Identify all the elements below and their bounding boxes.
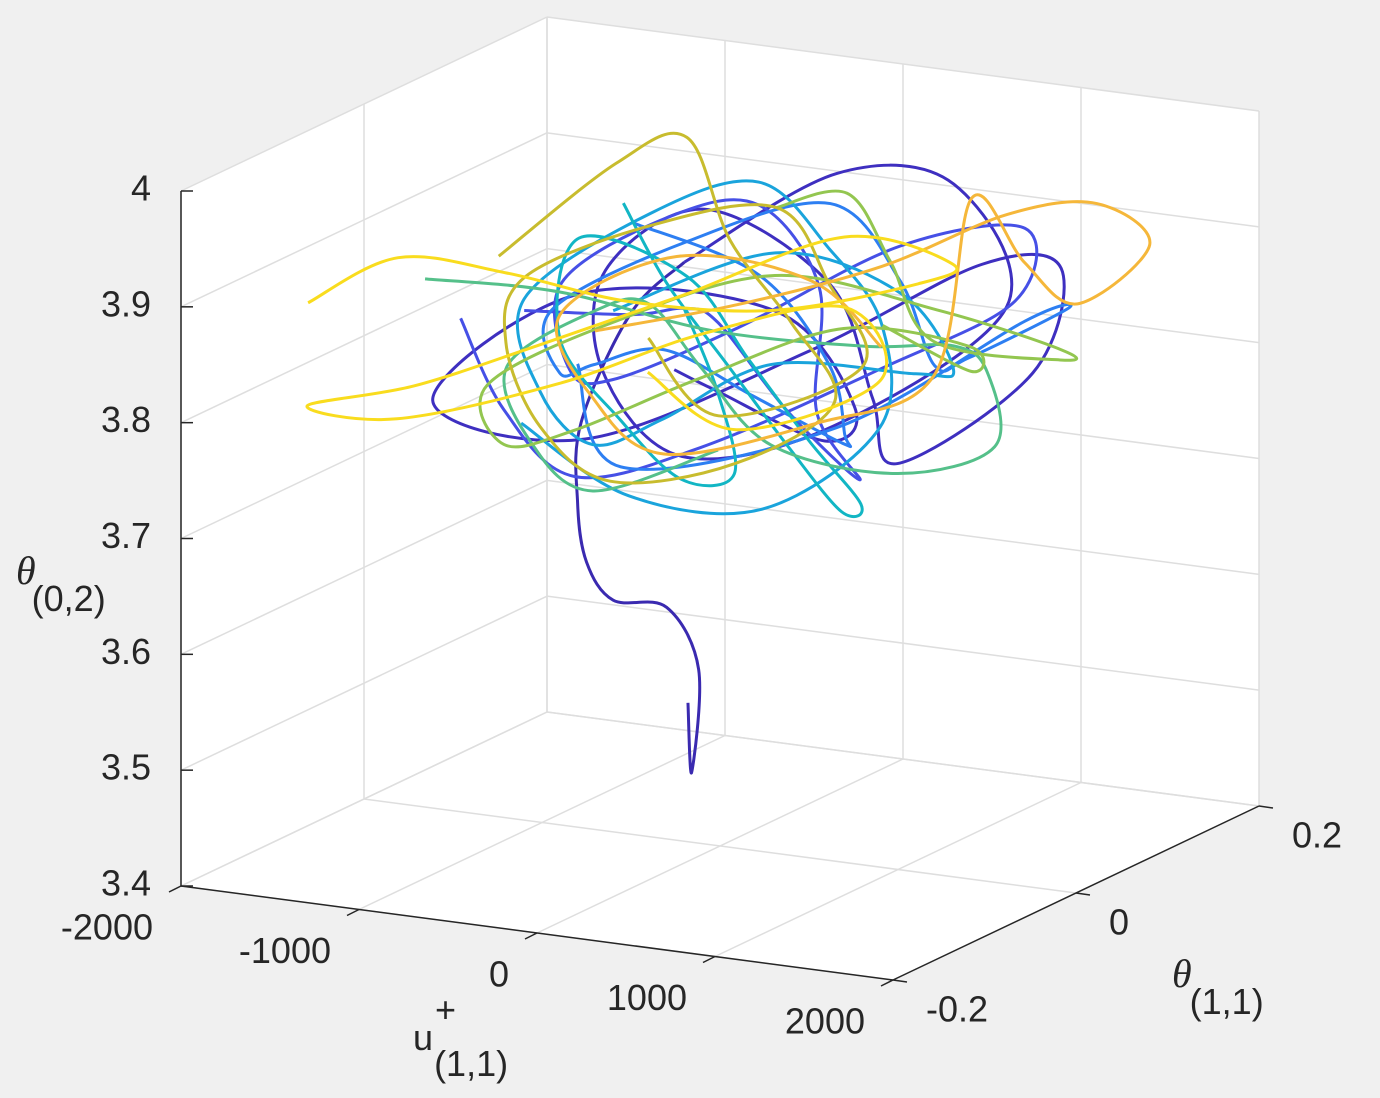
x-label-subscript: (1,1): [434, 1043, 508, 1084]
z-tick-label: 3.8: [101, 399, 151, 440]
trajectory: [541, 201, 1073, 471]
trajectories: [305, 131, 1152, 775]
z-axis-label: θ (0,2): [16, 548, 106, 618]
z-label-text: θ: [16, 548, 36, 593]
y-tick-label: 0: [1109, 902, 1129, 943]
z-tick-label: 3.6: [101, 631, 151, 672]
z-tick-label: 4: [131, 168, 151, 209]
y-tick-label: -0.2: [926, 989, 988, 1030]
axes-background: [181, 17, 1259, 980]
z-tick-label: 3.9: [101, 283, 151, 324]
y-tick: [1075, 892, 1091, 896]
z-tick-label: 3.4: [101, 863, 151, 904]
y-tick: [892, 979, 908, 983]
trajectory: [555, 202, 864, 519]
x-tick: [168, 885, 182, 893]
trajectory: [305, 234, 959, 432]
grid-line: [180, 132, 548, 308]
grid-line: [180, 479, 548, 656]
grid-line: [180, 16, 548, 192]
y-tick-label: 0.2: [1292, 815, 1342, 856]
x-tick: [524, 932, 538, 940]
x-tick-label: 1000: [607, 977, 687, 1018]
x-tick-label: -1000: [239, 930, 331, 971]
grid-line: [546, 479, 1260, 576]
axes: 3.4 3.5 3.6 3.7 3.8 3.9 4 -2000 -1000 0 1000 2000 -0…: [61, 168, 1342, 1042]
grid: [180, 16, 1260, 981]
trajectory: [424, 277, 1003, 493]
trajectory: [431, 163, 1066, 466]
y-label-subscript: (1,1): [1190, 981, 1264, 1022]
x-tick: [346, 908, 360, 917]
y-axis-label: θ (1,1): [1172, 951, 1264, 1021]
x-label-text: u: [413, 1017, 433, 1058]
z-tick-label: 3.7: [101, 515, 151, 556]
grid-line: [180, 595, 548, 771]
grid-line: [546, 16, 1260, 112]
x-label-superscript: +: [435, 989, 456, 1030]
grid-line: [180, 711, 548, 887]
z-label-subscript: (0,2): [32, 578, 106, 619]
grid-line: [363, 798, 1077, 894]
x-tick-label: 2000: [785, 1001, 865, 1042]
grid-line: [180, 247, 548, 424]
y-tick: [1258, 805, 1274, 809]
x-tick-label: -2000: [61, 907, 153, 948]
grid-line: [546, 363, 1260, 460]
y-label-text: θ: [1172, 951, 1192, 996]
x-axis-label: u+ (1,1): [413, 989, 508, 1084]
grid-line: [546, 711, 1260, 807]
z-tick-label: 3.5: [101, 747, 151, 788]
x-tick-label: 0: [489, 954, 509, 995]
grid-line: [180, 363, 548, 540]
x-tick: [702, 955, 716, 964]
x-tick: [880, 979, 894, 987]
trajectory: [497, 131, 869, 485]
trajectory: [554, 193, 1152, 457]
grid-line: [546, 595, 1260, 691]
grid-line: [546, 132, 1260, 228]
